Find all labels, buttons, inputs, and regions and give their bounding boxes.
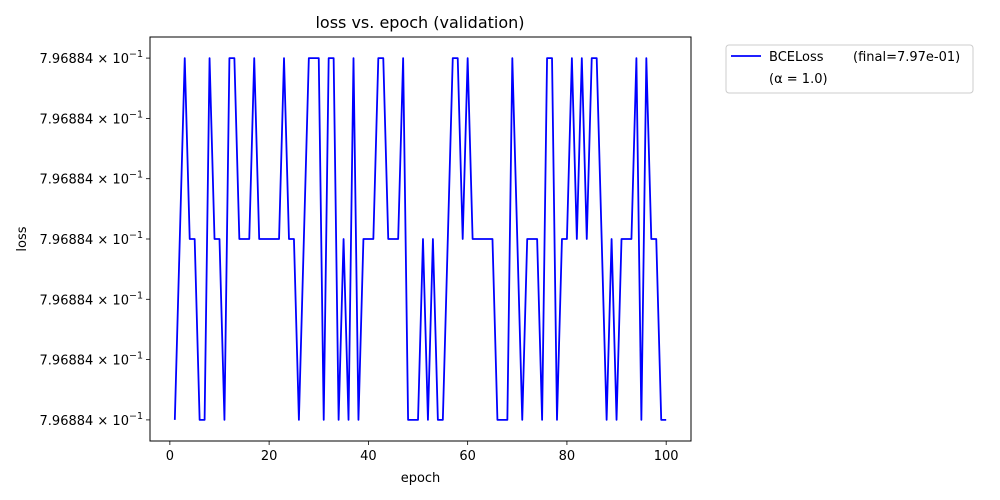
legend: BCELoss (final=7.97e-01) (α = 1.0) <box>725 44 974 94</box>
plot-area: 0 20 40 60 80 100 7.96884 × 10−17.96884 × 10−… <box>40 36 692 464</box>
y-tick-label: 7.96884 × 10−1 <box>40 49 143 67</box>
x-tick-label: 40 <box>360 449 377 464</box>
y-tick-label: 7.96884 × 10−1 <box>40 351 143 369</box>
x-axis-label: epoch <box>401 471 441 486</box>
x-tick-label: 80 <box>559 449 576 464</box>
y-tick-label: 7.96884 × 10−1 <box>40 290 143 308</box>
legend-box <box>725 44 974 94</box>
x-tick-label: 0 <box>166 449 174 464</box>
x-axis-ticks: 0 20 40 60 80 100 <box>166 441 679 464</box>
y-tick-label: 7.96884 × 10−1 <box>40 170 143 188</box>
x-tick-label: 60 <box>459 449 476 464</box>
y-tick-label: 7.96884 × 10−1 <box>40 411 143 429</box>
plot-frame <box>149 36 692 442</box>
y-tick-label: 7.96884 × 10−1 <box>40 109 143 127</box>
x-tick-label: 100 <box>654 449 679 464</box>
chart-title: loss vs. epoch (validation) <box>315 13 524 32</box>
x-tick-label: 20 <box>261 449 278 464</box>
y-axis-label: loss <box>15 226 30 251</box>
y-tick-label: 7.96884 × 10−1 <box>40 230 143 248</box>
legend-series-alpha: (α = 1.0) <box>769 72 828 87</box>
series-line-bceloss <box>173 57 667 421</box>
y-axis-ticks: 7.96884 × 10−1 7.96884 × 10−1 7.96884 × 10… <box>40 49 150 429</box>
legend-series-final: (final=7.97e-01) <box>853 50 960 65</box>
legend-series-name: BCELoss <box>769 50 824 65</box>
